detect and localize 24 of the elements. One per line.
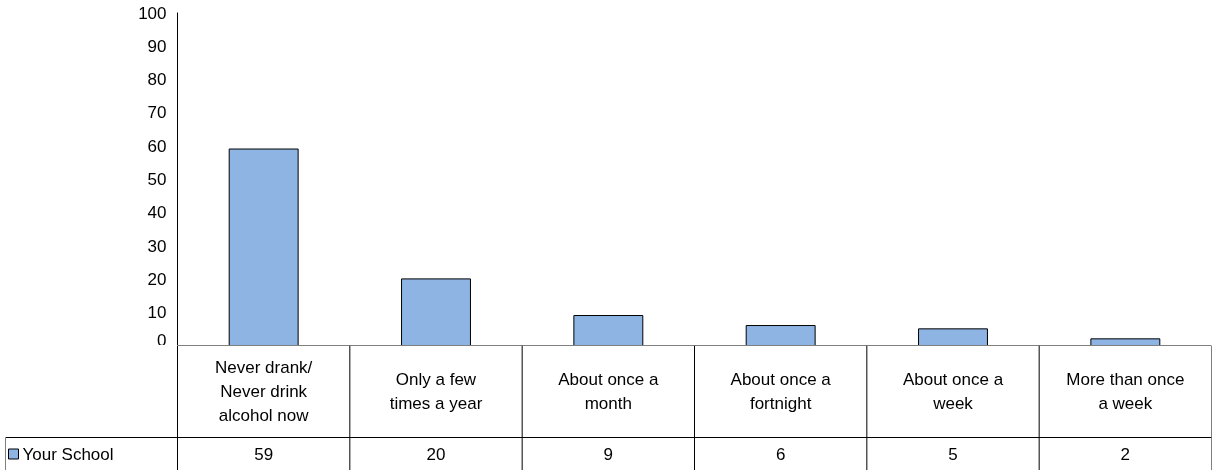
x-tick-label: About once a fortnight (730, 370, 832, 413)
y-tick-label: 60 (147, 136, 167, 156)
y-tick-label: 100 (138, 3, 167, 23)
data-label: 20 (426, 445, 446, 464)
y-tick-label: 80 (147, 70, 167, 90)
data-label: 59 (254, 445, 274, 464)
x-tick-label: Only a few times a year (389, 370, 483, 413)
legend-label: Your School (22, 444, 114, 464)
y-tick-label: 30 (147, 236, 167, 256)
x-tick-label: About once a week (902, 370, 1004, 413)
y-tick-label: 10 (147, 303, 167, 323)
x-tick-label: More than once a week (1066, 370, 1185, 413)
data-label: 5 (948, 445, 958, 464)
y-tick-label: 70 (147, 103, 167, 123)
data-label: 2 (1120, 445, 1131, 464)
data-label: 6 (775, 445, 786, 464)
y-tick-label: 40 (147, 203, 167, 223)
y-tick-label: 0 (157, 330, 167, 350)
x-tick-label: About once a month (558, 370, 659, 413)
y-tick-label: 50 (147, 170, 167, 189)
y-tick-label: 90 (147, 36, 167, 56)
y-tick-label: 20 (147, 269, 167, 289)
x-tick-label: Never drank/ Never drink alcohol now (215, 358, 313, 425)
data-label: 9 (603, 445, 614, 464)
